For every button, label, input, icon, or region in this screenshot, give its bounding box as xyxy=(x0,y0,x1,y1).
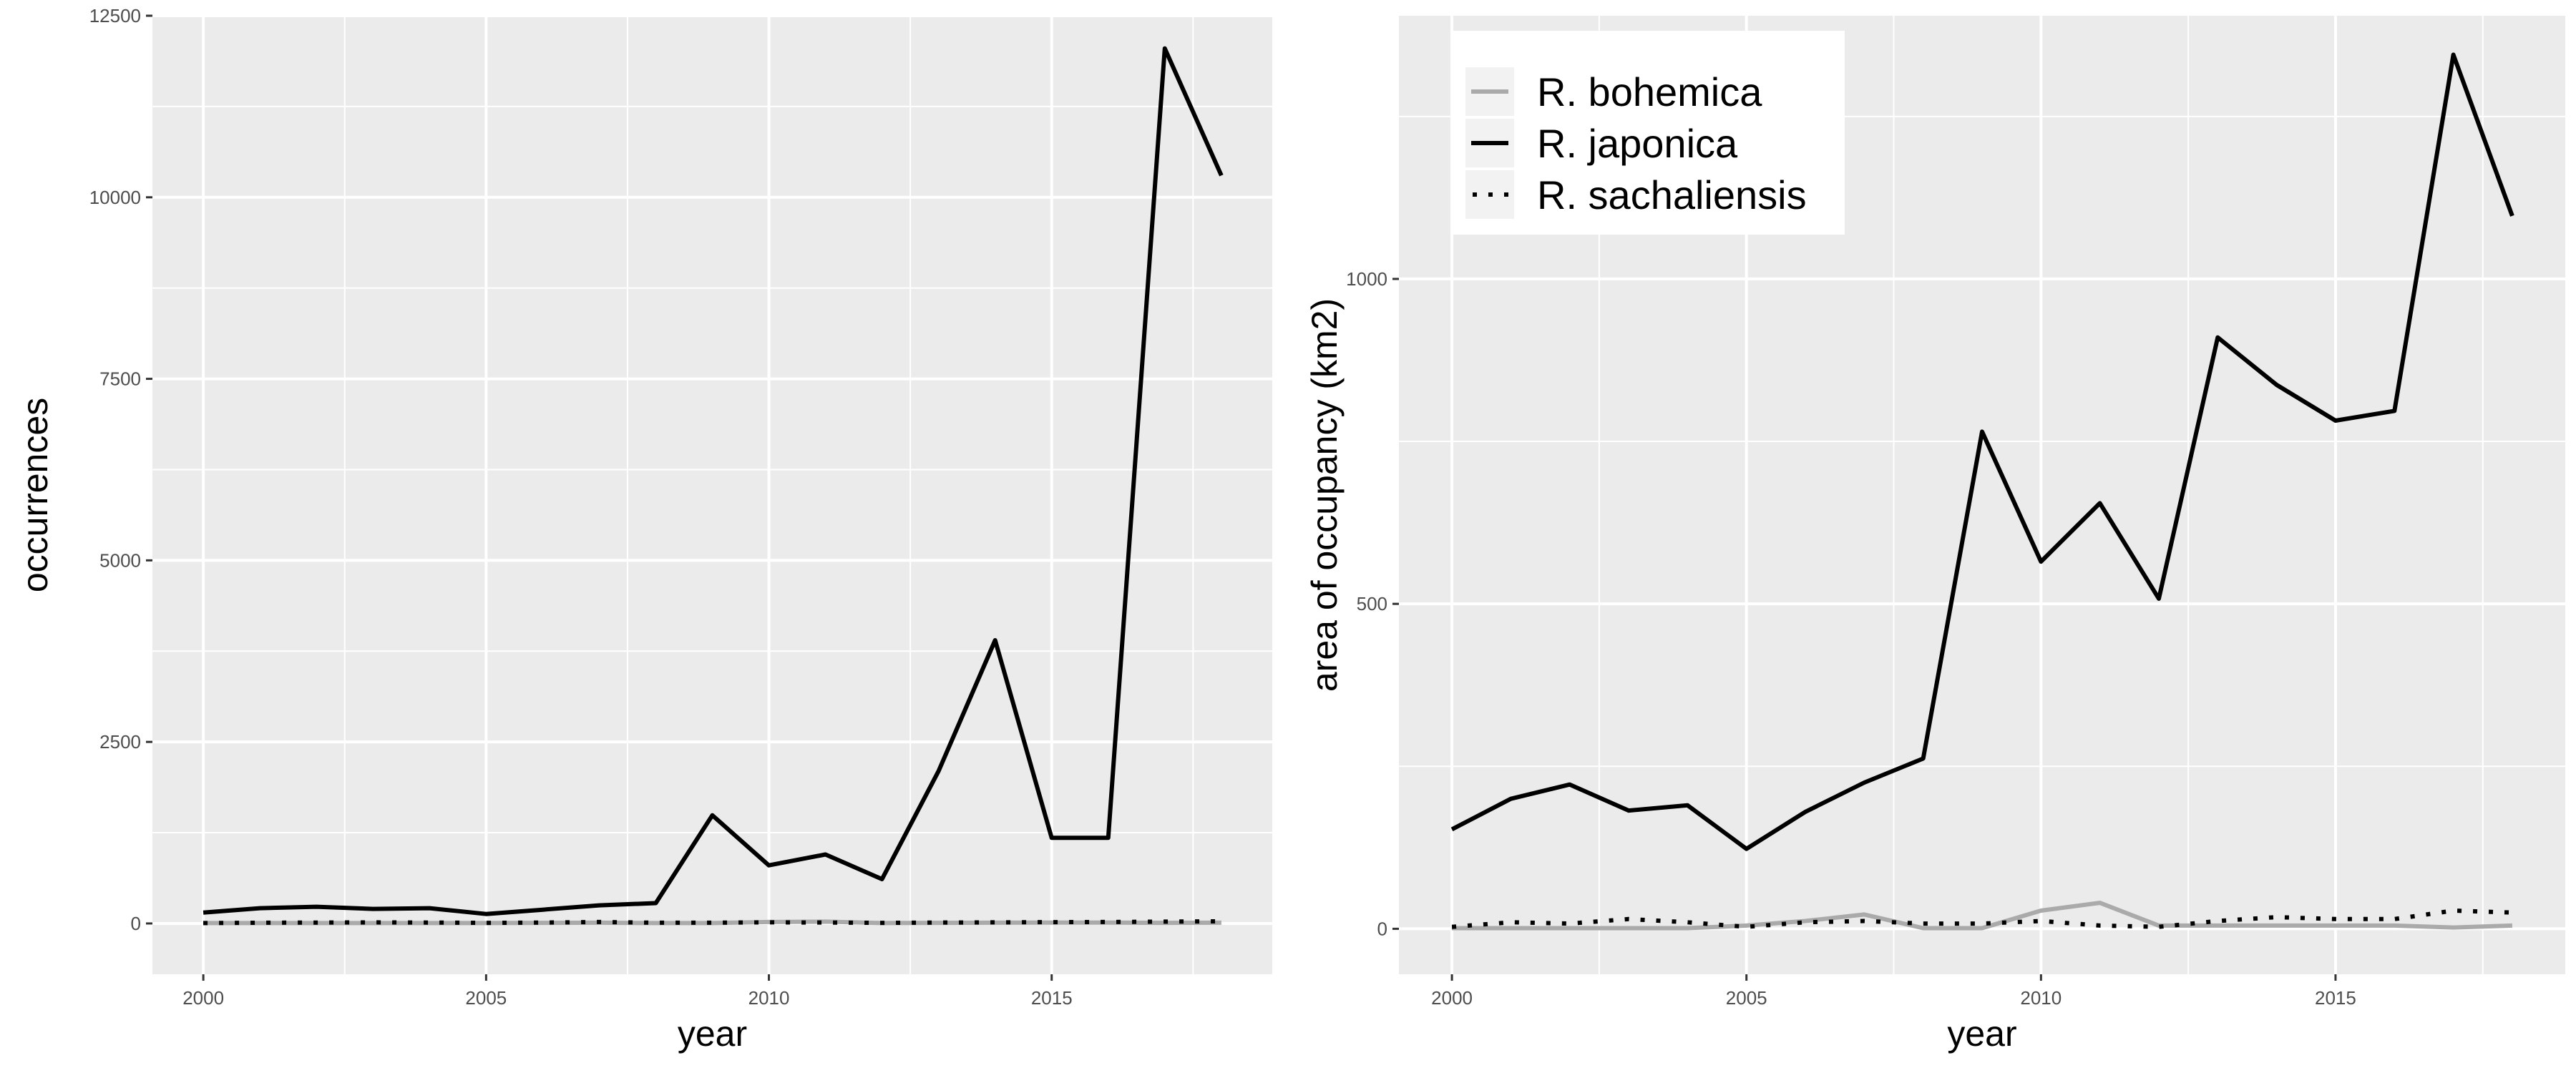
series-line-rsachaliensis xyxy=(1451,908,2512,929)
x-axis-title: year xyxy=(1947,1014,2016,1054)
x-tick-label: 2015 xyxy=(2315,987,2356,1009)
area-of-occupancy-chart: 2000 2005 2010 2015 0 500 1000 year area of occu… xyxy=(1304,16,2565,1054)
legend: R. bohemica R. japonica R. sachaliensis xyxy=(1453,31,1845,235)
y-tick-label: 500 xyxy=(1357,593,1387,614)
legend-label: R. japonica xyxy=(1537,121,1738,166)
series-line-rjaponica xyxy=(1450,52,2514,851)
plot-panel xyxy=(152,16,1272,974)
y-tick-label: 7500 xyxy=(99,368,141,390)
series-line-rbohemica xyxy=(1452,901,2512,931)
y-axis-title: area of occupancy (km2) xyxy=(1304,298,1345,692)
x-tick-label: 2005 xyxy=(465,987,507,1009)
x-axis-title: year xyxy=(678,1014,747,1054)
x-tick-label: 2010 xyxy=(748,987,790,1009)
x-tick-label: 2015 xyxy=(1031,987,1073,1009)
x-tick-label: 2010 xyxy=(2020,987,2062,1009)
occurrences-chart: 2000 2005 2010 2015 0 2500 5000 7500 10000 12500 y… xyxy=(15,5,1272,1054)
y-axis-title: occurrences xyxy=(15,398,55,592)
x-tick-label: 2000 xyxy=(1431,987,1473,1009)
legend-box xyxy=(1453,31,1845,235)
x-tick-label: 2005 xyxy=(1726,987,1767,1009)
legend-label: R. bohemica xyxy=(1537,69,1762,114)
x-tick-label: 2000 xyxy=(182,987,224,1009)
y-tick-label: 10000 xyxy=(89,187,141,208)
y-tick-label: 12500 xyxy=(89,5,141,26)
series-line-rbohemica xyxy=(203,919,1221,926)
y-tick-label: 0 xyxy=(131,913,141,934)
y-tick-label: 5000 xyxy=(99,549,141,571)
series-line-rjaponica xyxy=(203,46,1224,916)
y-tick-label: 1000 xyxy=(1346,268,1387,290)
y-tick-label: 0 xyxy=(1377,918,1387,939)
y-tick-label: 2500 xyxy=(99,731,141,753)
legend-label: R. sachaliensis xyxy=(1537,172,1807,217)
